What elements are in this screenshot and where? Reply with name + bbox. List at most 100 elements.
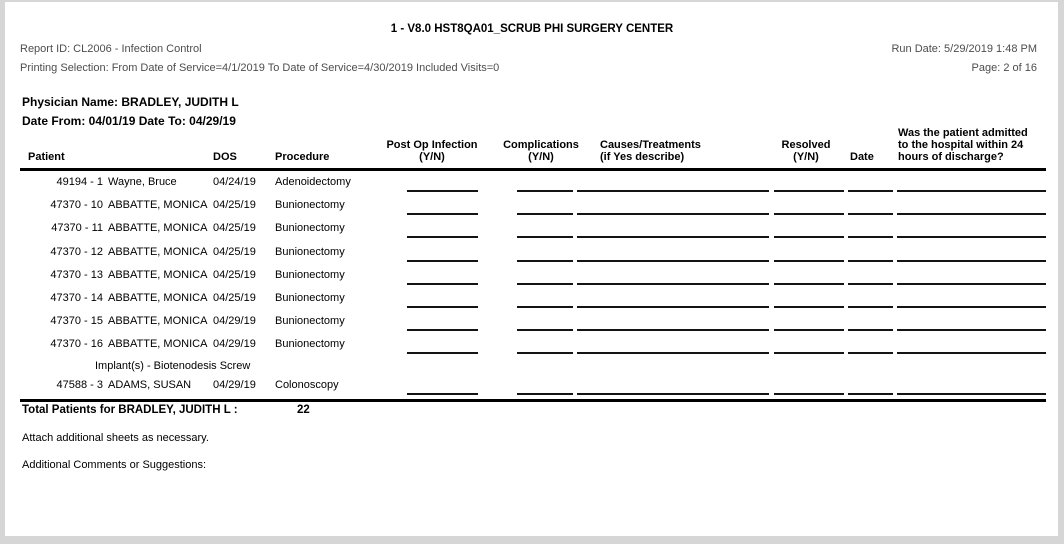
patient-name: ADAMS, SUSAN [108, 379, 192, 391]
patient-id: 49194 - 1 [56, 176, 103, 188]
dos-value: 04/29/19 [213, 379, 256, 391]
fill-line-complications [517, 190, 573, 192]
comments-label: Additional Comments or Suggestions: [22, 459, 207, 471]
table-header-rule [20, 168, 1046, 171]
patient-name: ABBATTE, MONICA [108, 315, 208, 327]
table-row: 47370 - 10 ABBATTE, MONICA 04/25/19 Buni… [0, 199, 1064, 222]
procedure-value: Bunionectomy [275, 315, 345, 327]
patient-id: 47370 - 15 [50, 315, 103, 327]
fill-line-admitted [897, 352, 1046, 354]
fill-line-complications [517, 352, 573, 354]
patient-name: ABBATTE, MONICA [108, 246, 208, 258]
fill-line-post-op [407, 190, 478, 192]
patient-id: 47370 - 16 [50, 338, 103, 350]
dos-value: 04/29/19 [213, 315, 256, 327]
procedure-value: Adenoidectomy [275, 176, 351, 188]
fill-line-causes [577, 213, 769, 215]
patient-id: 47370 - 13 [50, 269, 103, 281]
fill-line-date [848, 260, 893, 262]
date-range-line: Date From: 04/01/19 Date To: 04/29/19 [22, 114, 236, 128]
fill-line-admitted [897, 329, 1046, 331]
page-number: Page: 2 of 16 [971, 62, 1037, 74]
patient-name: ABBATTE, MONICA [108, 222, 208, 234]
total-patients-value: 22 [297, 404, 310, 416]
fill-line-resolved [774, 352, 844, 354]
table-row: 47370 - 15 ABBATTE, MONICA 04/29/19 Buni… [0, 315, 1064, 338]
fill-line-resolved [774, 393, 844, 395]
fill-line-admitted [897, 236, 1046, 238]
fill-line-post-op [407, 306, 478, 308]
fill-line-date [848, 213, 893, 215]
patient-name: ABBATTE, MONICA [108, 292, 208, 304]
dos-value: 04/25/19 [213, 269, 256, 281]
col-header-patient: Patient [28, 151, 65, 163]
implant-note: Implant(s) - Biotenodesis Screw [95, 360, 251, 372]
fill-line-causes [577, 306, 769, 308]
fill-line-date [848, 329, 893, 331]
fill-line-post-op [407, 260, 478, 262]
fill-line-resolved [774, 236, 844, 238]
fill-line-post-op [407, 393, 478, 395]
fill-line-resolved [774, 260, 844, 262]
fill-line-admitted [897, 393, 1046, 395]
attach-note: Attach additional sheets as necessary. [22, 432, 209, 444]
patient-name: ABBATTE, MONICA [108, 199, 208, 211]
patient-id: 47370 - 12 [50, 246, 103, 258]
table-row: 47370 - 11 ABBATTE, MONICA 04/25/19 Buni… [0, 222, 1064, 245]
dos-value: 04/25/19 [213, 199, 256, 211]
patient-id: 47370 - 14 [50, 292, 103, 304]
patient-id: 47370 - 11 [51, 222, 103, 234]
fill-line-resolved [774, 329, 844, 331]
printing-selection: Printing Selection: From Date of Service… [20, 62, 500, 74]
patient-id: 47588 - 3 [56, 379, 103, 391]
table-row: 49194 - 1 Wayne, Bruce 04/24/19 Adenoide… [0, 176, 1064, 199]
fill-line-date [848, 352, 893, 354]
fill-line-admitted [897, 283, 1046, 285]
fill-line-admitted [897, 260, 1046, 262]
procedure-value: Bunionectomy [275, 269, 345, 281]
fill-line-complications [517, 306, 573, 308]
fill-line-causes [577, 283, 769, 285]
col-header-dos: DOS [213, 151, 237, 163]
fill-line-resolved [774, 283, 844, 285]
procedure-value: Colonoscopy [275, 379, 339, 391]
fill-line-date [848, 236, 893, 238]
fill-line-post-op [407, 213, 478, 215]
dos-value: 04/24/19 [213, 176, 256, 188]
fill-line-post-op [407, 236, 478, 238]
col-header-resolved: Resolved (Y/N) [781, 139, 831, 163]
procedure-value: Bunionectomy [275, 199, 345, 211]
fill-line-complications [517, 236, 573, 238]
procedure-value: Bunionectomy [275, 246, 345, 258]
table-row: 47370 - 14 ABBATTE, MONICA 04/25/19 Buni… [0, 292, 1064, 315]
fill-line-causes [577, 352, 769, 354]
procedure-value: Bunionectomy [275, 338, 345, 350]
col-header-post-op-infection: Post Op Infection (Y/N) [386, 139, 478, 163]
report-page [5, 2, 1058, 536]
fill-line-resolved [774, 213, 844, 215]
fill-line-date [848, 306, 893, 308]
table-row: 47370 - 16 ABBATTE, MONICA 04/29/19 Buni… [0, 338, 1064, 361]
fill-line-causes [577, 260, 769, 262]
fill-line-complications [517, 393, 573, 395]
fill-line-complications [517, 329, 573, 331]
patient-name: Wayne, Bruce [108, 176, 177, 188]
fill-line-date [848, 190, 893, 192]
fill-line-causes [577, 236, 769, 238]
fill-line-post-op [407, 283, 478, 285]
procedure-value: Bunionectomy [275, 292, 345, 304]
fill-line-causes [577, 329, 769, 331]
fill-line-admitted [897, 306, 1046, 308]
col-header-procedure: Procedure [275, 151, 330, 163]
fill-line-causes [577, 190, 769, 192]
dos-value: 04/25/19 [213, 222, 256, 234]
table-row: 47370 - 12 ABBATTE, MONICA 04/25/19 Buni… [0, 246, 1064, 269]
patient-id: 47370 - 10 [50, 199, 103, 211]
fill-line-complications [517, 260, 573, 262]
dos-value: 04/25/19 [213, 292, 256, 304]
col-header-admitted: Was the patient admitted to the hospital… [898, 127, 1028, 163]
fill-line-admitted [897, 213, 1046, 215]
fill-line-date [848, 283, 893, 285]
table-row: 47588 - 3 ADAMS, SUSAN 04/29/19 Colonosc… [0, 379, 1064, 402]
